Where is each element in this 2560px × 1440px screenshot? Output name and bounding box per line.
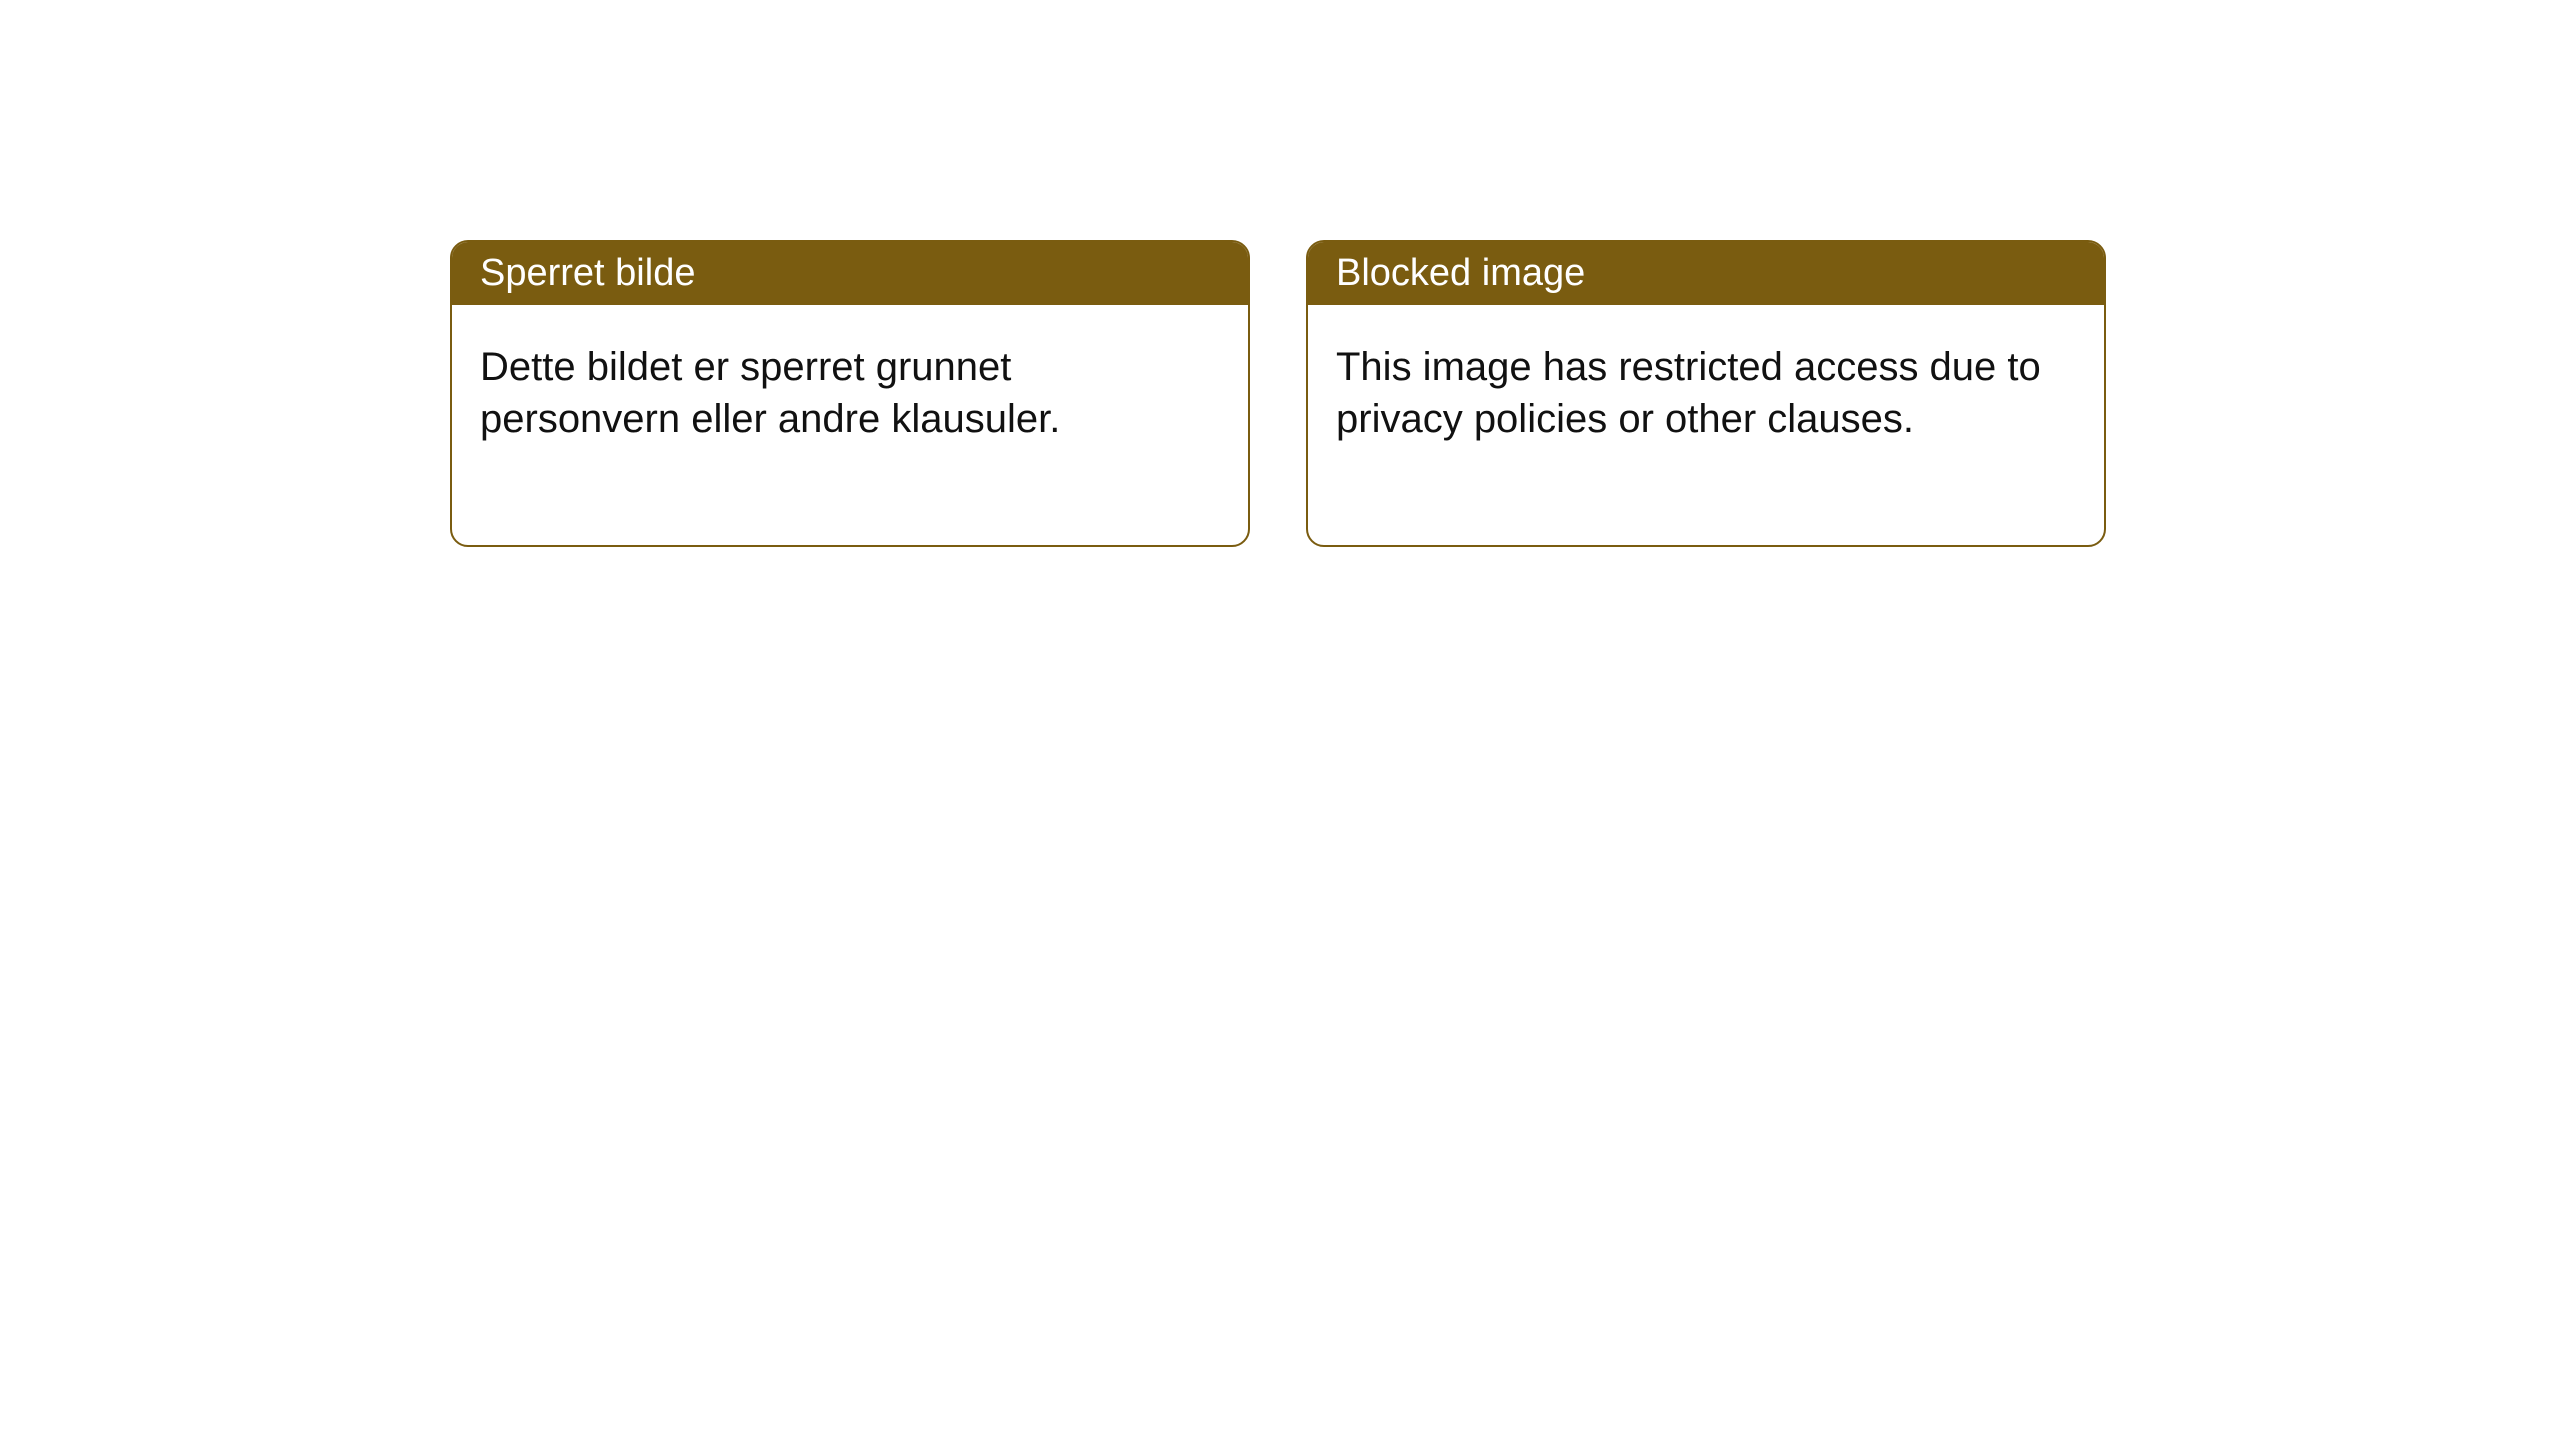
blocked-image-card-no: Sperret bilde Dette bildet er sperret gr… (450, 240, 1250, 547)
card-header-en: Blocked image (1308, 242, 2104, 305)
card-body-text: This image has restricted access due to … (1336, 345, 2041, 441)
card-header-text: Blocked image (1336, 252, 1585, 294)
card-body-no: Dette bildet er sperret grunnet personve… (452, 305, 1248, 545)
card-body-en: This image has restricted access due to … (1308, 305, 2104, 545)
card-header-no: Sperret bilde (452, 242, 1248, 305)
blocked-image-card-en: Blocked image This image has restricted … (1306, 240, 2106, 547)
card-header-text: Sperret bilde (480, 252, 695, 294)
cards-container: Sperret bilde Dette bildet er sperret gr… (450, 240, 2106, 547)
card-body-text: Dette bildet er sperret grunnet personve… (480, 345, 1060, 441)
